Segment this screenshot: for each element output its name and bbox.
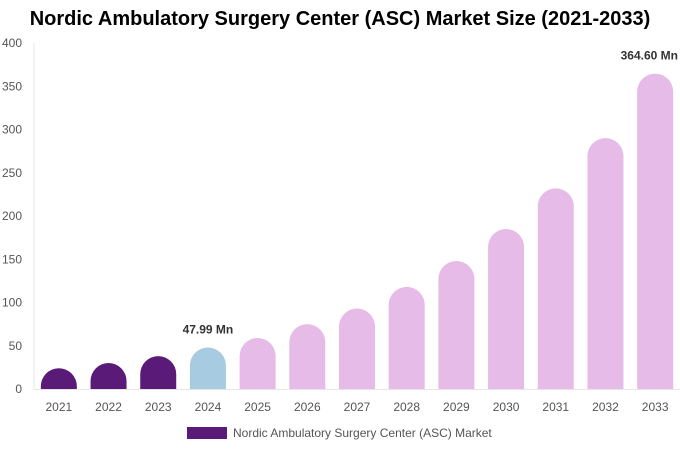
x-tick-label: 2025	[244, 400, 271, 414]
x-tick-label: 2029	[443, 400, 470, 414]
data-label-2024: 47.99 Mn	[183, 322, 234, 336]
y-tick-label: 100	[2, 296, 22, 310]
legend-label: Nordic Ambulatory Surgery Center (ASC) M…	[233, 426, 492, 440]
x-tick-label: 2028	[393, 400, 420, 414]
y-tick-label: 350	[2, 79, 22, 93]
bar-2025[interactable]	[239, 337, 276, 389]
y-tick-label: 0	[15, 382, 22, 396]
bars	[40, 73, 674, 390]
y-tick-label: 300	[2, 123, 22, 137]
bar-2027[interactable]	[339, 308, 375, 389]
data-label-2033: 364.60 Mn	[621, 49, 678, 63]
y-tick-label: 400	[2, 36, 22, 50]
bar-2028[interactable]	[388, 286, 425, 389]
bar-2021[interactable]	[40, 368, 77, 389]
x-tick-label: 2021	[45, 400, 72, 414]
x-tick-label: 2030	[493, 400, 520, 414]
bar-2022[interactable]	[90, 363, 127, 389]
bar-2030[interactable]	[488, 228, 525, 389]
bar-2026[interactable]	[289, 324, 326, 389]
x-axis: 2021 2022 2023 2024 2025 2026 2027 2028 2029 2030…	[34, 389, 680, 414]
x-tick-label: 2031	[542, 400, 569, 414]
x-tick-label: 2033	[642, 400, 669, 414]
y-tick-label: 50	[9, 339, 23, 353]
x-tick-label: 2023	[145, 400, 172, 414]
y-tick-label: 200	[2, 209, 22, 223]
x-tick-label: 2026	[294, 400, 321, 414]
bar-2029[interactable]	[438, 260, 475, 389]
bar-2024[interactable]	[189, 347, 226, 389]
legend-swatch	[187, 427, 227, 439]
bar-2031[interactable]	[537, 188, 574, 389]
x-tick-label: 2024	[195, 400, 222, 414]
legend: Nordic Ambulatory Surgery Center (ASC) M…	[187, 426, 492, 440]
chart-title: Nordic Ambulatory Surgery Center (ASC) M…	[29, 8, 651, 30]
bar-2023[interactable]	[140, 356, 177, 389]
y-axis: 0 50 100 150 200 250 300 350 400	[2, 36, 35, 396]
data-labels: 47.99 Mn 364.60 Mn	[183, 49, 678, 337]
x-tick-label: 2027	[344, 400, 371, 414]
y-tick-label: 250	[2, 166, 22, 180]
bar-2032[interactable]	[587, 138, 624, 389]
x-tick-label: 2022	[95, 400, 122, 414]
y-tick-label: 150	[2, 252, 22, 266]
x-tick-label: 2032	[592, 400, 619, 414]
bar-2033[interactable]	[637, 73, 674, 390]
